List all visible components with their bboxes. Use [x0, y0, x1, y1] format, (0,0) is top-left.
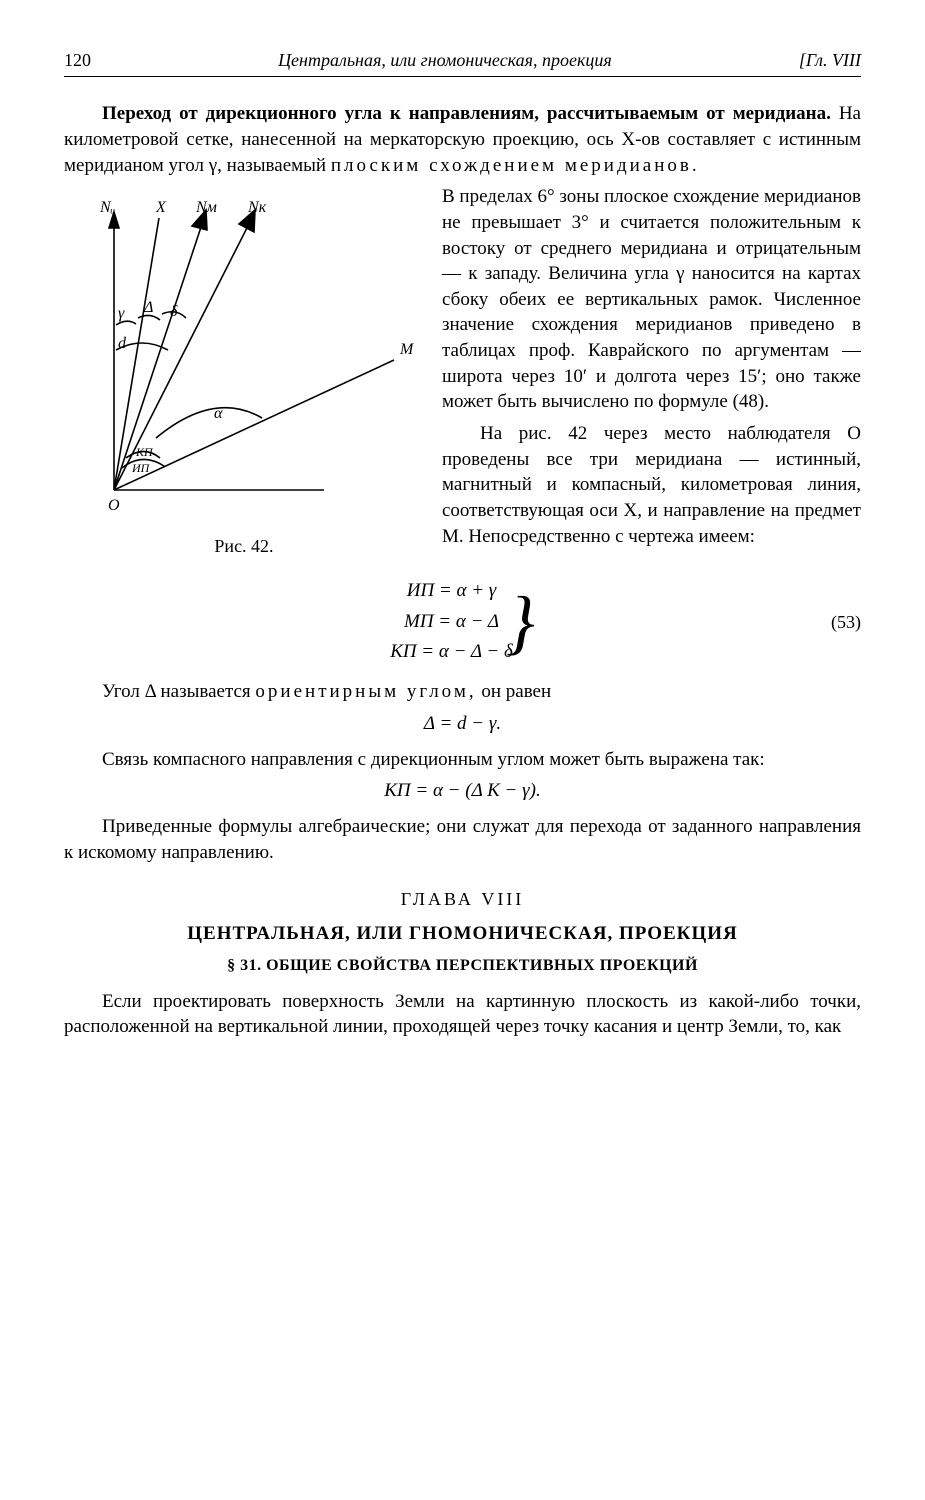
p3-spaced: ориентирным углом, [255, 681, 476, 702]
chapter-ref: [Гл. VIII [799, 48, 861, 72]
running-header: 120 Центральная, или гномоническая, прое… [64, 48, 861, 77]
lbl-IP: ИП [131, 461, 151, 475]
paragraph-3: Угол Δ называется ориентирным углом, он … [64, 679, 861, 705]
paragraph-5: Приведенные формулы алгебраические; они … [64, 814, 861, 865]
figure-42: Nᵤ X Nᴍ Nᴋ M O γ Δ δ d α КП ИП Рис. 42. [64, 190, 424, 558]
equation-53: ИП = α + γ МП = α − Δ КП = α − Δ − δ } (… [64, 572, 861, 671]
lbl-d: d [118, 335, 127, 352]
lbl-Nm: Nᴍ [195, 199, 217, 216]
p1-lead: Переход от дирекционного угла к направле… [102, 103, 831, 124]
section-heading: § 31. ОБЩИЕ СВОЙСТВА ПЕРСПЕКТИВНЫХ ПРОЕК… [64, 955, 861, 977]
lbl-alpha: α [214, 405, 223, 422]
lbl-Nu: Nᵤ [99, 199, 115, 216]
figure-text-wrap: Nᵤ X Nᴍ Nᴋ M O γ Δ δ d α КП ИП Рис. 42. … [64, 184, 861, 564]
lbl-KP: КП [135, 445, 154, 459]
lbl-O: O [108, 497, 120, 514]
p3-b: он равен [477, 681, 552, 702]
lbl-Nk: Nᴋ [247, 199, 267, 216]
paragraph-6: Если проектировать поверхность Земли на … [64, 989, 861, 1040]
paragraph-1: Переход от дирекционного угла к направле… [64, 101, 861, 178]
lbl-Delta: Δ [143, 299, 153, 316]
equation-delta: Δ = d − γ. [64, 711, 861, 737]
eq53-l2: МП = α − Δ [390, 607, 513, 637]
equation-kp: КП = α − (Δ K − γ). [64, 778, 861, 804]
eq53-l3: КП = α − Δ − δ [390, 637, 513, 667]
brace-icon: } [506, 572, 535, 671]
running-title: Центральная, или гномоническая, проекция [278, 48, 612, 72]
lbl-X: X [155, 199, 167, 216]
paragraph-4: Связь компасного направления с дирекцион… [64, 747, 861, 773]
chapter-title: ЦЕНТРАЛЬНАЯ, ИЛИ ГНОМОНИЧЕСКАЯ, ПРОЕКЦИЯ [64, 921, 861, 947]
lbl-delta: δ [170, 303, 178, 320]
eq53-l1: ИП = α + γ [390, 576, 513, 606]
p3-a: Угол Δ называется [102, 681, 255, 702]
lbl-M: M [399, 341, 415, 358]
p1-spaced: плоским схождением меридианов. [331, 155, 700, 176]
lbl-gamma: γ [118, 305, 125, 322]
figure-caption: Рис. 42. [64, 534, 424, 558]
eq53-num: (53) [831, 610, 861, 634]
figure-42-svg: Nᵤ X Nᴍ Nᴋ M O γ Δ δ d α КП ИП [64, 190, 424, 520]
page-number: 120 [64, 48, 91, 72]
chapter-heading: ГЛАВА VIII [64, 887, 861, 911]
